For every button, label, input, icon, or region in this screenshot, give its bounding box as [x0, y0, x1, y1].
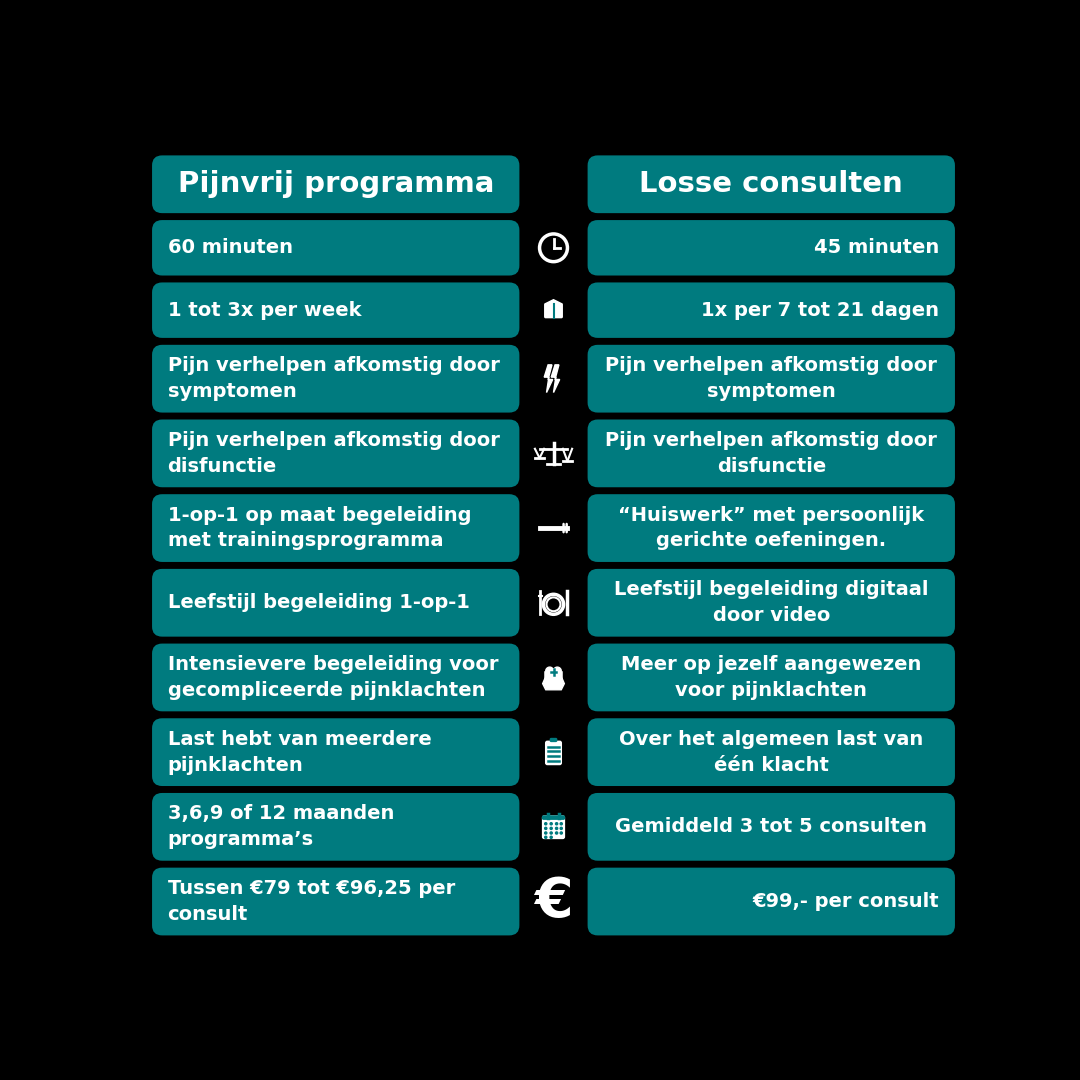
- FancyBboxPatch shape: [588, 419, 955, 487]
- FancyBboxPatch shape: [152, 569, 519, 636]
- FancyBboxPatch shape: [588, 495, 955, 562]
- Text: Pijn verhelpen afkomstig door
disfunctie: Pijn verhelpen afkomstig door disfunctie: [605, 431, 937, 476]
- FancyBboxPatch shape: [121, 523, 123, 534]
- Circle shape: [550, 827, 552, 829]
- FancyBboxPatch shape: [152, 718, 519, 786]
- Text: Over het algemeen last van
één klacht: Over het algemeen last van één klacht: [619, 730, 923, 774]
- Text: €: €: [535, 875, 572, 929]
- Polygon shape: [544, 365, 553, 392]
- FancyBboxPatch shape: [563, 523, 565, 534]
- Text: 60 minuten: 60 minuten: [167, 239, 293, 257]
- FancyBboxPatch shape: [588, 345, 955, 413]
- Text: Tussen €79 tot €96,25 per
consult: Tussen €79 tot €96,25 per consult: [167, 879, 455, 923]
- FancyBboxPatch shape: [566, 523, 568, 534]
- Circle shape: [550, 832, 552, 834]
- Text: Pijnvrij programma: Pijnvrij programma: [177, 171, 494, 199]
- Text: €99,- per consult: €99,- per consult: [753, 892, 940, 912]
- FancyBboxPatch shape: [152, 156, 519, 213]
- Circle shape: [550, 823, 552, 825]
- Polygon shape: [544, 299, 563, 303]
- FancyBboxPatch shape: [588, 156, 955, 213]
- FancyBboxPatch shape: [152, 419, 519, 487]
- Text: Pijn verhelpen afkomstig door
symptomen: Pijn verhelpen afkomstig door symptomen: [605, 356, 937, 401]
- Circle shape: [544, 836, 546, 838]
- FancyBboxPatch shape: [588, 793, 955, 861]
- FancyBboxPatch shape: [152, 793, 519, 861]
- FancyBboxPatch shape: [544, 303, 563, 319]
- Polygon shape: [542, 678, 565, 690]
- Circle shape: [555, 827, 557, 829]
- FancyBboxPatch shape: [588, 220, 955, 275]
- FancyBboxPatch shape: [550, 738, 557, 742]
- Text: 1-op-1 op maat begeleiding
met trainingsprogramma: 1-op-1 op maat begeleiding met trainings…: [167, 505, 471, 551]
- FancyBboxPatch shape: [152, 345, 519, 413]
- FancyBboxPatch shape: [152, 644, 519, 712]
- FancyBboxPatch shape: [542, 815, 565, 839]
- Polygon shape: [545, 667, 562, 681]
- Text: 1x per 7 tot 21 dagen: 1x per 7 tot 21 dagen: [701, 300, 940, 320]
- Text: Meer op jezelf aangewezen
voor pijnklachten: Meer op jezelf aangewezen voor pijnklach…: [621, 656, 921, 700]
- Text: Last hebt van meerdere
pijnklachten: Last hebt van meerdere pijnklachten: [167, 730, 431, 774]
- Circle shape: [544, 823, 546, 825]
- Text: 1 tot 3x per week: 1 tot 3x per week: [167, 300, 361, 320]
- FancyBboxPatch shape: [152, 283, 519, 338]
- Text: Losse consulten: Losse consulten: [639, 171, 903, 199]
- Text: 3,6,9 of 12 maanden
programma’s: 3,6,9 of 12 maanden programma’s: [167, 805, 394, 849]
- FancyBboxPatch shape: [152, 220, 519, 275]
- Circle shape: [561, 832, 563, 834]
- FancyBboxPatch shape: [588, 718, 955, 786]
- FancyBboxPatch shape: [124, 523, 126, 534]
- Circle shape: [555, 823, 557, 825]
- Circle shape: [550, 836, 552, 838]
- FancyBboxPatch shape: [152, 867, 519, 935]
- Circle shape: [544, 832, 546, 834]
- FancyBboxPatch shape: [588, 283, 955, 338]
- FancyBboxPatch shape: [588, 569, 955, 636]
- Text: Pijn verhelpen afkomstig door
disfunctie: Pijn verhelpen afkomstig door disfunctie: [167, 431, 499, 476]
- Polygon shape: [551, 365, 559, 392]
- Text: Leefstijl begeleiding digitaal
door video: Leefstijl begeleiding digitaal door vide…: [615, 580, 929, 625]
- Circle shape: [561, 823, 563, 825]
- Text: Gemiddeld 3 tot 5 consulten: Gemiddeld 3 tot 5 consulten: [616, 818, 928, 836]
- Text: Leefstijl begeleiding 1-op-1: Leefstijl begeleiding 1-op-1: [167, 593, 470, 612]
- FancyBboxPatch shape: [588, 867, 955, 935]
- Circle shape: [561, 827, 563, 829]
- FancyBboxPatch shape: [152, 495, 519, 562]
- Text: “Huiswerk” met persoonlijk
gerichte oefeningen.: “Huiswerk” met persoonlijk gerichte oefe…: [618, 505, 924, 551]
- Text: 45 minuten: 45 minuten: [814, 239, 940, 257]
- FancyBboxPatch shape: [542, 815, 565, 820]
- Text: Pijn verhelpen afkomstig door
symptomen: Pijn verhelpen afkomstig door symptomen: [167, 356, 499, 401]
- Circle shape: [544, 827, 546, 829]
- Text: Intensievere begeleiding voor
gecompliceerde pijnklachten: Intensievere begeleiding voor gecomplice…: [167, 656, 498, 700]
- FancyBboxPatch shape: [545, 741, 562, 766]
- FancyBboxPatch shape: [588, 644, 955, 712]
- Circle shape: [555, 832, 557, 834]
